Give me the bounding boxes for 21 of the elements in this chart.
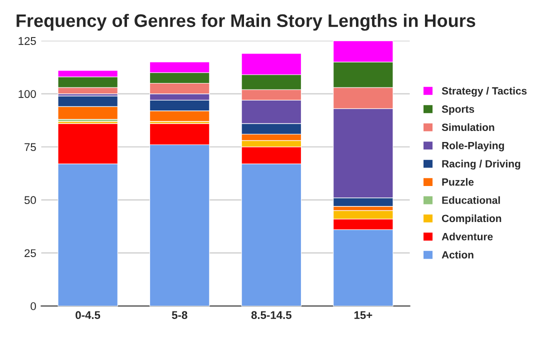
x-tick-label: 15+ <box>354 311 372 320</box>
y-tick-label: 125 <box>18 37 36 45</box>
legend-label: Racing / Driving <box>442 160 520 170</box>
y-tick-label: 100 <box>18 90 36 98</box>
chart-title: Frequency of Genres for Main Story Lengths in Hours <box>16 14 476 31</box>
y-tick-label: 50 <box>24 196 36 204</box>
x-tick-label: 5-8 <box>172 311 188 320</box>
legend-label: Strategy / Tactics <box>442 86 527 97</box>
legend-label: Sports <box>442 105 474 115</box>
legend-label: Simulation <box>442 123 494 132</box>
legend-label: Compilation <box>442 214 502 224</box>
y-tick-label: 0 <box>30 302 36 310</box>
y-tick-label: 75 <box>24 143 36 152</box>
legend-label: Educational <box>442 196 500 204</box>
legend-label: Role-Playing <box>442 142 504 152</box>
x-tick-label: 8.5-14.5 <box>251 311 292 320</box>
legend-label: Puzzle <box>442 178 474 186</box>
legend-label: Action <box>442 250 474 259</box>
x-tick-label: 0-4.5 <box>76 311 100 320</box>
legend-label: Adventure <box>442 232 493 240</box>
y-tick-label: 25 <box>24 249 36 258</box>
